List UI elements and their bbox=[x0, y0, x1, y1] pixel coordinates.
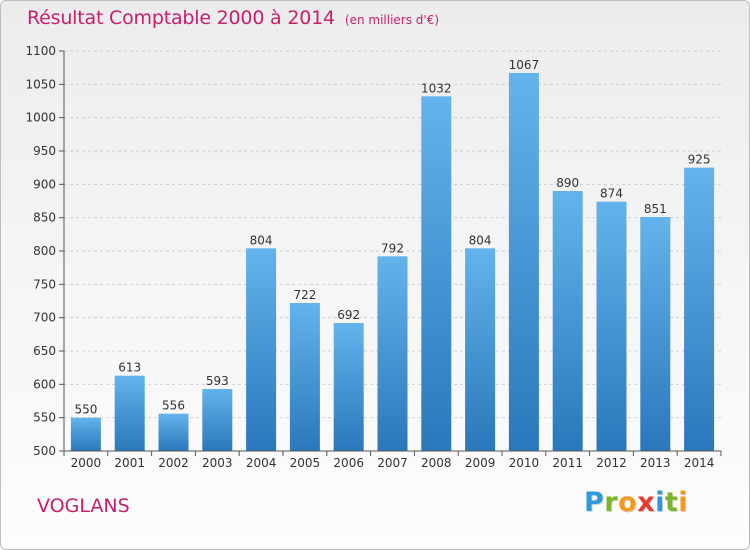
x-tick-label: 2010 bbox=[509, 456, 540, 470]
y-tick-label: 850 bbox=[33, 211, 56, 225]
y-tick-label: 750 bbox=[33, 277, 56, 291]
x-tick-label: 2004 bbox=[246, 456, 277, 470]
bar-value-label: 851 bbox=[644, 202, 667, 216]
logo-letter: i bbox=[678, 487, 689, 518]
bar-2000 bbox=[70, 417, 101, 451]
bar-value-label: 593 bbox=[206, 374, 229, 388]
y-tick-label: 1050 bbox=[25, 77, 56, 91]
commune-name: VOGLANS bbox=[37, 495, 130, 517]
y-tick-label: 1100 bbox=[25, 44, 56, 58]
x-tick-label: 2009 bbox=[465, 456, 496, 470]
x-tick-label: 2006 bbox=[333, 456, 364, 470]
x-tick-label: 2011 bbox=[552, 456, 583, 470]
bar-value-label: 792 bbox=[381, 241, 404, 255]
axis-layer: 500 550 600 650 700 750 800 850 900 950 1000 1050 11… bbox=[25, 44, 722, 470]
logo-letter: t bbox=[664, 487, 679, 518]
x-tick-label: 2002 bbox=[158, 456, 189, 470]
bar-2009 bbox=[465, 248, 496, 451]
bar-2001 bbox=[114, 375, 145, 451]
bar-value-label: 874 bbox=[600, 187, 623, 201]
bar-2013 bbox=[640, 217, 671, 451]
y-tick-label: 900 bbox=[33, 177, 56, 191]
x-tick-label: 2014 bbox=[684, 456, 715, 470]
bar-value-label: 1032 bbox=[421, 81, 452, 95]
bar-value-label: 550 bbox=[74, 403, 97, 417]
bar-value-label: 722 bbox=[293, 288, 316, 302]
y-tick-label: 800 bbox=[33, 244, 56, 258]
x-tick-label: 2001 bbox=[114, 456, 145, 470]
bar-2004 bbox=[246, 248, 277, 451]
bar-2007 bbox=[377, 256, 408, 451]
bar-2006 bbox=[333, 323, 364, 451]
y-tick-label: 700 bbox=[33, 311, 56, 325]
bar-value-label: 556 bbox=[162, 399, 185, 413]
bar-2003 bbox=[202, 389, 233, 451]
bar-2005 bbox=[289, 303, 320, 451]
logo-letter: r bbox=[604, 487, 619, 518]
bar-2014 bbox=[684, 167, 715, 451]
bar-value-label: 1067 bbox=[509, 58, 540, 72]
logo-letter: o bbox=[618, 487, 638, 518]
bar-2008 bbox=[421, 96, 452, 451]
y-tick-label: 650 bbox=[33, 344, 56, 358]
proxiti-logo: Proxiti bbox=[584, 487, 688, 518]
y-tick-label: 600 bbox=[33, 377, 56, 391]
y-tick-label: 950 bbox=[33, 144, 56, 158]
bar-2011 bbox=[552, 191, 583, 451]
chart-title-text: Résultat Comptable 2000 à 2014 bbox=[27, 7, 335, 29]
x-tick-label: 2007 bbox=[377, 456, 408, 470]
x-tick-label: 2008 bbox=[421, 456, 452, 470]
y-tick-label: 500 bbox=[33, 444, 56, 458]
bar-value-label: 692 bbox=[337, 308, 360, 322]
bar-value-label: 890 bbox=[556, 176, 579, 190]
x-tick-label: 2012 bbox=[596, 456, 627, 470]
logo-letter: x bbox=[637, 487, 656, 518]
logo-letter: i bbox=[655, 487, 665, 518]
labels-layer: 550 613 556 593 804 722 692 792 1032 804 1067 890 87… bbox=[74, 58, 710, 417]
x-tick-label: 2005 bbox=[290, 456, 321, 470]
bar-2012 bbox=[596, 201, 627, 451]
bar-value-label: 804 bbox=[250, 233, 273, 247]
bar-value-label: 804 bbox=[469, 233, 492, 247]
y-tick-label: 550 bbox=[33, 411, 56, 425]
bar-2002 bbox=[158, 413, 189, 451]
bar-2010 bbox=[508, 73, 539, 451]
chart-unit: (en milliers d'€) bbox=[344, 13, 440, 27]
chart-title: Résultat Comptable 2000 à 2014 (en millie… bbox=[27, 7, 439, 29]
bar-value-label: 613 bbox=[118, 361, 141, 375]
x-tick-label: 2003 bbox=[202, 456, 233, 470]
x-tick-label: 2013 bbox=[640, 456, 671, 470]
logo-letter: P bbox=[584, 487, 605, 518]
bars-layer bbox=[70, 73, 715, 451]
y-tick-label: 1000 bbox=[25, 111, 56, 125]
bar-value-label: 925 bbox=[688, 153, 711, 167]
x-tick-label: 2000 bbox=[71, 456, 102, 470]
